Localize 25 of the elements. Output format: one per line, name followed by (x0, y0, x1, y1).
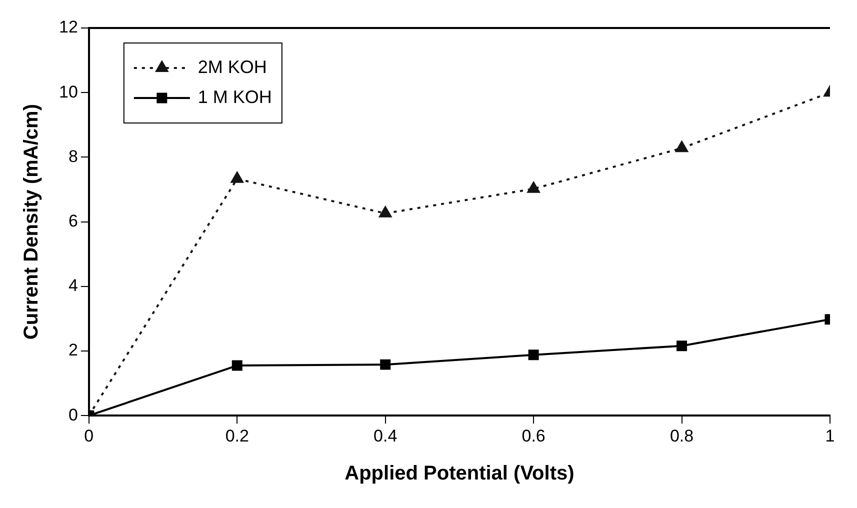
point (232, 360, 242, 371)
point (380, 359, 391, 370)
legend-label: 2M KOH (198, 56, 267, 77)
point (230, 172, 244, 183)
x-tick-label: 0.8 (670, 426, 694, 446)
y-tick-label: 12 (58, 18, 78, 37)
y-tick-label: 4 (68, 276, 78, 296)
legend-label: 1 M KOH (198, 86, 272, 107)
y-axis-title: Current Density (mA/cm) (20, 104, 43, 340)
x-tick-label: 0 (84, 426, 94, 446)
y-tick-label: 10 (58, 82, 78, 102)
y-tick-label: 8 (68, 146, 78, 166)
y-tick-label: 0 (68, 405, 78, 424)
point (676, 141, 688, 152)
x-tick-label: 0.6 (522, 426, 546, 446)
x-tick-label: 1 (825, 426, 835, 446)
point (527, 182, 540, 193)
x-tick-label: 0.2 (225, 426, 249, 446)
y-tick-label: 6 (68, 211, 78, 230)
point (676, 340, 688, 352)
x-axis-title: Applied Potential (Volts) (344, 462, 574, 485)
point (528, 350, 539, 360)
point (379, 206, 392, 218)
y-tick-label: 2 (68, 340, 78, 360)
x-tick-label: 0.4 (374, 426, 398, 446)
